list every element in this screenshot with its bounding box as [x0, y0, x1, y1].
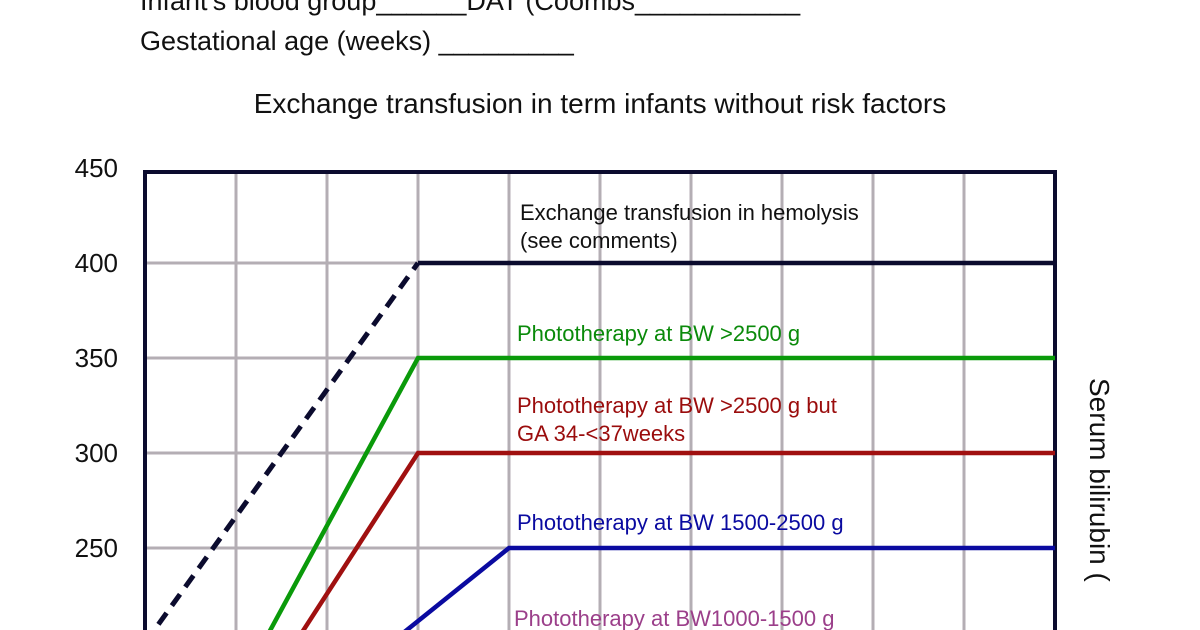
series-label-exchange: (see comments) [520, 228, 678, 253]
gestational-age-field-line: Gestational age (weeks) _________ [140, 26, 574, 56]
series-label-photo-2500-ga: GA 34-<37weeks [517, 421, 685, 446]
plot-frame [143, 170, 1057, 630]
y-tick-label: 400 [75, 248, 118, 278]
blood-group-field-line: Infant's blood group______DAT (Coombs___… [140, 0, 801, 16]
series-line-photo-2500-ga [300, 450, 1055, 630]
series-line-exchange-dashed [151, 261, 421, 630]
series-line-photo-2500 [267, 355, 1055, 630]
y-tick-label: 450 [75, 153, 118, 183]
series-line-photo-1500-2500 [403, 545, 1055, 630]
series-label-photo-1500-2500: Phototherapy at BW 1500-2500 g [517, 510, 844, 535]
y-axis-label: Serum bilirubin ( [1084, 378, 1115, 583]
y-tick-label: 250 [75, 533, 118, 563]
series-label-photo-2500: Phototherapy at BW >2500 g [517, 321, 800, 346]
series-label-photo-2500-ga: Phototherapy at BW >2500 g but [517, 393, 837, 418]
series-label-exchange: Exchange transfusion in hemolysis [520, 200, 859, 225]
chart-title: Exchange transfusion in term infants wit… [253, 88, 947, 119]
y-tick-label: 350 [75, 343, 118, 373]
y-tick-label: 300 [75, 438, 118, 468]
series-label-photo-1000-1500: Phototherapy at BW1000-1500 g [514, 606, 834, 630]
